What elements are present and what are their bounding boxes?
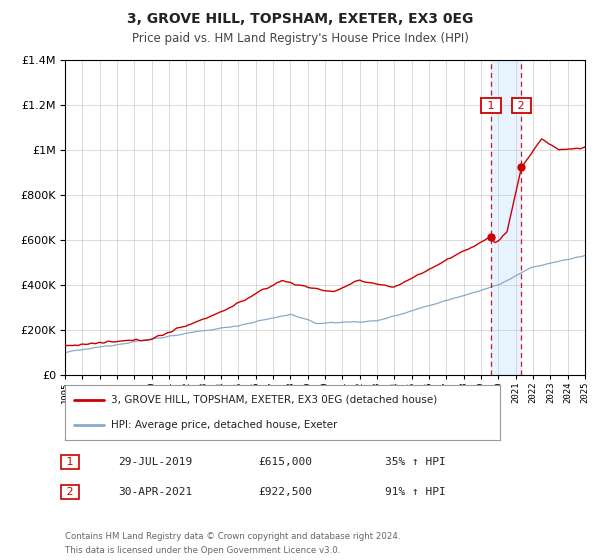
Text: 3, GROVE HILL, TOPSHAM, EXETER, EX3 0EG (detached house): 3, GROVE HILL, TOPSHAM, EXETER, EX3 0EG … <box>110 395 437 405</box>
Text: 2: 2 <box>514 101 529 111</box>
Text: HPI: Average price, detached house, Exeter: HPI: Average price, detached house, Exet… <box>110 420 337 430</box>
Bar <box>491 60 521 375</box>
Text: 91% ↑ HPI: 91% ↑ HPI <box>385 487 445 497</box>
Text: £615,000: £615,000 <box>258 457 312 467</box>
Text: This data is licensed under the Open Government Licence v3.0.: This data is licensed under the Open Gov… <box>65 546 340 555</box>
Text: 35% ↑ HPI: 35% ↑ HPI <box>385 457 445 467</box>
Text: Contains HM Land Registry data © Crown copyright and database right 2024.: Contains HM Land Registry data © Crown c… <box>65 532 401 541</box>
Text: 2: 2 <box>63 487 77 497</box>
Text: 3, GROVE HILL, TOPSHAM, EXETER, EX3 0EG: 3, GROVE HILL, TOPSHAM, EXETER, EX3 0EG <box>127 12 473 26</box>
Text: Price paid vs. HM Land Registry's House Price Index (HPI): Price paid vs. HM Land Registry's House … <box>131 32 469 45</box>
Text: 1: 1 <box>63 457 77 467</box>
Text: 1: 1 <box>484 101 498 111</box>
Text: £922,500: £922,500 <box>258 487 312 497</box>
Text: 29-JUL-2019: 29-JUL-2019 <box>118 457 192 467</box>
Text: 30-APR-2021: 30-APR-2021 <box>118 487 192 497</box>
